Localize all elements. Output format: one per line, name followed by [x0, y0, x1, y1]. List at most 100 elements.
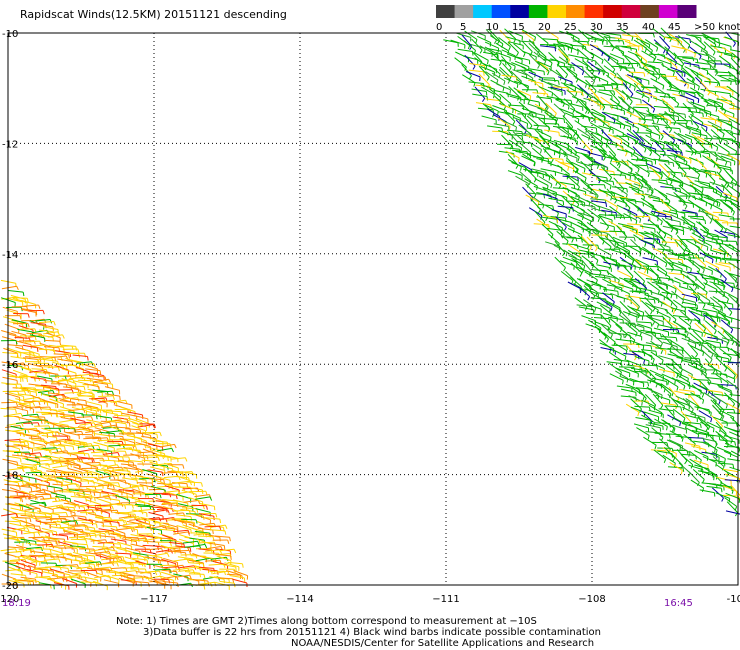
wind-barb: [645, 129, 660, 136]
wind-barb: [704, 112, 719, 118]
wind-barb: [703, 231, 719, 237]
wind-barb: [642, 265, 658, 268]
wind-barb: [719, 199, 733, 210]
wind-barb: [482, 63, 497, 70]
wind-barb: [644, 411, 659, 418]
wind-barb-tick: [165, 518, 168, 523]
wind-barb-tick: [720, 122, 722, 127]
wind-barb: [609, 351, 622, 362]
wind-barb: [645, 424, 661, 429]
wind-barb: [593, 96, 606, 108]
wind-barb: [641, 86, 657, 89]
wind-barb-tick: [467, 45, 471, 50]
wind-barb-tick: [611, 85, 614, 90]
wind-barb: [724, 392, 735, 405]
wind-barb: [653, 254, 668, 264]
wind-barb: [581, 134, 596, 142]
wind-barb: [7, 344, 23, 347]
wind-barb-tick: [629, 175, 632, 180]
wind-barb-tick: [155, 438, 157, 443]
wind-barb: [8, 333, 24, 339]
wind-barb: [606, 271, 620, 281]
wind-barb: [703, 392, 717, 402]
wind-barb: [691, 445, 706, 451]
wind-barb: [29, 334, 45, 339]
wind-barb: [651, 377, 667, 382]
wind-barb: [660, 402, 676, 406]
wind-barb: [156, 453, 172, 459]
wind-barb: [653, 188, 668, 197]
wind-barb: [700, 421, 715, 429]
wind-barb-tick: [681, 437, 684, 442]
wind-barb: [726, 412, 740, 415]
wind-barb: [587, 208, 600, 219]
wind-barb: [150, 449, 165, 455]
wind-barb: [556, 63, 568, 75]
wind-barb: [675, 36, 691, 40]
wind-barb: [79, 422, 95, 426]
wind-barb: [642, 178, 654, 191]
wind-barb: [556, 201, 571, 211]
wind-barb-tick: [486, 76, 490, 81]
wind-barb: [694, 318, 706, 329]
wind-barb: [115, 494, 130, 501]
wind-barb: [106, 430, 122, 433]
wind-barb: [617, 270, 632, 278]
wind-barb: [641, 144, 656, 150]
wind-barb: [689, 344, 704, 353]
wind-barb: [682, 413, 698, 419]
wind-barb: [559, 162, 575, 170]
wind-barb: [87, 489, 103, 491]
wind-barb: [635, 417, 651, 421]
wind-barb: [625, 199, 640, 208]
wind-barb: [649, 53, 665, 56]
wind-barb: [498, 37, 511, 47]
wind-barb: [690, 310, 705, 318]
wind-barb-tick: [508, 103, 512, 108]
wind-barb-tick: [694, 286, 698, 291]
wind-barb: [113, 455, 129, 458]
wind-barb: [24, 456, 40, 459]
wind-barb: [53, 488, 69, 492]
wind-barb: [118, 459, 134, 463]
wind-barb-tick: [665, 51, 669, 56]
wind-barb: [62, 397, 78, 400]
wind-barb-tick: [595, 127, 598, 133]
wind-barb: [522, 186, 534, 199]
wind-barb: [662, 225, 678, 230]
wind-barb: [557, 164, 570, 175]
wind-barb: [514, 80, 529, 87]
wind-barb: [79, 363, 95, 366]
wind-barb: [484, 104, 499, 112]
wind-barb: [41, 427, 56, 433]
wind-barb: [688, 437, 704, 439]
wind-barb: [515, 150, 531, 155]
wind-barb-tick: [92, 380, 95, 385]
wind-barb: [450, 39, 466, 46]
wind-barb: [720, 384, 736, 386]
wind-barb: [662, 210, 678, 215]
wind-barb: [543, 79, 559, 82]
wind-barb: [707, 237, 723, 241]
wind-barb-tick: [93, 491, 96, 497]
wind-barb: [681, 46, 696, 54]
wind-barb: [670, 172, 684, 183]
wind-barb-tick: [515, 126, 517, 131]
wind-barb: [14, 502, 30, 507]
wind-barb: [722, 192, 738, 199]
wind-barb: [614, 185, 628, 195]
wind-barb: [490, 35, 504, 45]
wind-barb: [595, 141, 607, 153]
wind-barb: [84, 462, 100, 464]
wind-barb: [114, 426, 130, 429]
wind-barb: [694, 464, 710, 470]
wind-barb-tick: [472, 65, 476, 70]
wind-barbs-east-swath: [443, 27, 740, 517]
wind-barb: [614, 37, 630, 42]
wind-barb: [35, 319, 51, 322]
wind-barb: [66, 459, 81, 466]
wind-barb-tick: [517, 157, 520, 162]
wind-barb: [14, 491, 30, 495]
wind-barb: [55, 350, 71, 354]
wind-barb-tick: [59, 428, 62, 433]
